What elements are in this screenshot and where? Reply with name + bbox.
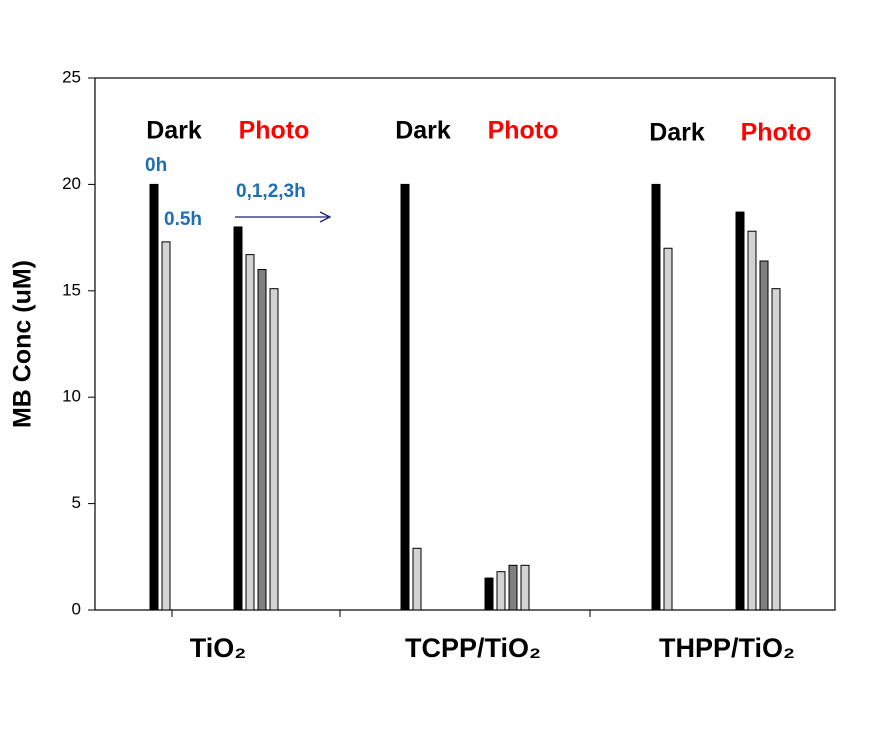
annotation: 0,1,2,3h	[236, 181, 306, 202]
bar	[269, 288, 279, 611]
condition-label: Photo	[239, 117, 310, 145]
condition-label: Dark	[395, 117, 451, 145]
condition-label: Dark	[146, 117, 202, 145]
arrow-head	[319, 211, 332, 223]
condition-label: Photo	[741, 119, 812, 147]
annotation: 0h	[145, 155, 167, 176]
annotation: 0.5h	[164, 209, 202, 230]
bar	[747, 230, 757, 611]
bar	[496, 571, 506, 611]
x-tick-label: TCPP/TiO₂	[405, 633, 541, 663]
bar	[161, 241, 171, 611]
bar	[257, 269, 267, 611]
condition-label: Photo	[488, 117, 559, 145]
bar	[233, 226, 243, 611]
y-tick-label: 15	[62, 280, 81, 299]
bar	[245, 254, 255, 611]
y-tick-label: 0	[72, 599, 81, 618]
bar	[663, 247, 673, 611]
x-tick-label: THPP/TiO₂	[659, 633, 795, 663]
bar	[651, 183, 661, 611]
bar	[520, 564, 530, 611]
bar	[508, 564, 518, 611]
y-tick-label: 20	[62, 174, 81, 193]
bar	[759, 260, 769, 611]
bar	[484, 577, 494, 611]
y-tick-label: 5	[72, 493, 81, 512]
y-axis-label: MB Conc (uM)	[9, 260, 37, 428]
bar	[412, 547, 422, 611]
x-tick-label: TiO₂	[190, 633, 247, 663]
bar	[149, 183, 159, 611]
y-tick-label: 10	[62, 387, 81, 406]
bar	[771, 288, 781, 611]
condition-label: Dark	[649, 119, 705, 147]
bar	[735, 211, 745, 611]
bar	[400, 183, 410, 611]
y-tick-label: 25	[62, 67, 81, 86]
plot-frame	[94, 77, 836, 611]
